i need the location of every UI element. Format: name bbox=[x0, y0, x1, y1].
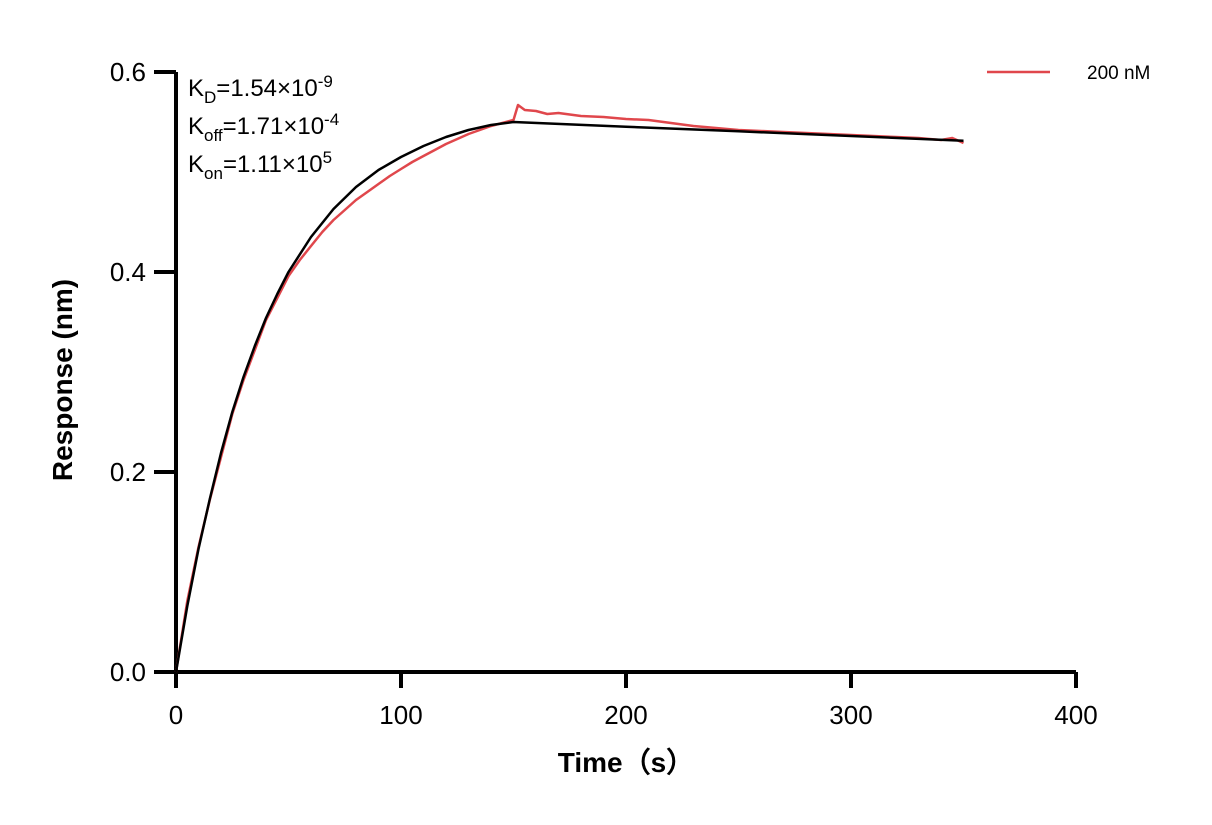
fit-curve bbox=[174, 120, 964, 673]
x-tick-label: 300 bbox=[829, 700, 872, 730]
annotation-text: =1.54×10 bbox=[216, 75, 317, 102]
y-axis-label: Response (nm) bbox=[47, 279, 78, 481]
kinetic-annotation: KD=1.54×10-9 bbox=[188, 72, 333, 107]
annotation-base: K bbox=[188, 151, 204, 178]
y-tick-label: 0.6 bbox=[110, 57, 146, 87]
annotation-sub: off bbox=[204, 126, 223, 145]
x-tick-label: 400 bbox=[1054, 700, 1097, 730]
kinetic-annotation: Kon=1.11×105 bbox=[188, 148, 332, 183]
annotation-sup: 5 bbox=[323, 148, 332, 167]
x-axis-label: Time（s） bbox=[558, 746, 694, 778]
legend-label: 200 nM bbox=[1087, 63, 1150, 84]
x-tick-label: 200 bbox=[604, 700, 647, 730]
series-line-200nM bbox=[174, 103, 965, 673]
annotation-base: K bbox=[188, 75, 204, 102]
annotation-sup: -4 bbox=[324, 110, 339, 129]
y-tick-label: 0.0 bbox=[110, 657, 146, 687]
annotation-sub: on bbox=[204, 164, 223, 183]
legend: 200 nM bbox=[987, 63, 1150, 84]
kinetic-annotation: Koff=1.71×10-4 bbox=[188, 110, 339, 145]
annotation-text: =1.71×10 bbox=[223, 113, 324, 140]
x-tick-label: 0 bbox=[169, 700, 183, 730]
y-tick-label: 0.4 bbox=[110, 257, 146, 287]
annotation-sup: -9 bbox=[318, 72, 333, 91]
annotation-sub: D bbox=[204, 88, 216, 107]
x-tick-label: 100 bbox=[379, 700, 422, 730]
y-tick-label: 0.2 bbox=[110, 457, 146, 487]
annotation-base: K bbox=[188, 113, 204, 140]
annotation-text: =1.11×10 bbox=[223, 151, 323, 178]
